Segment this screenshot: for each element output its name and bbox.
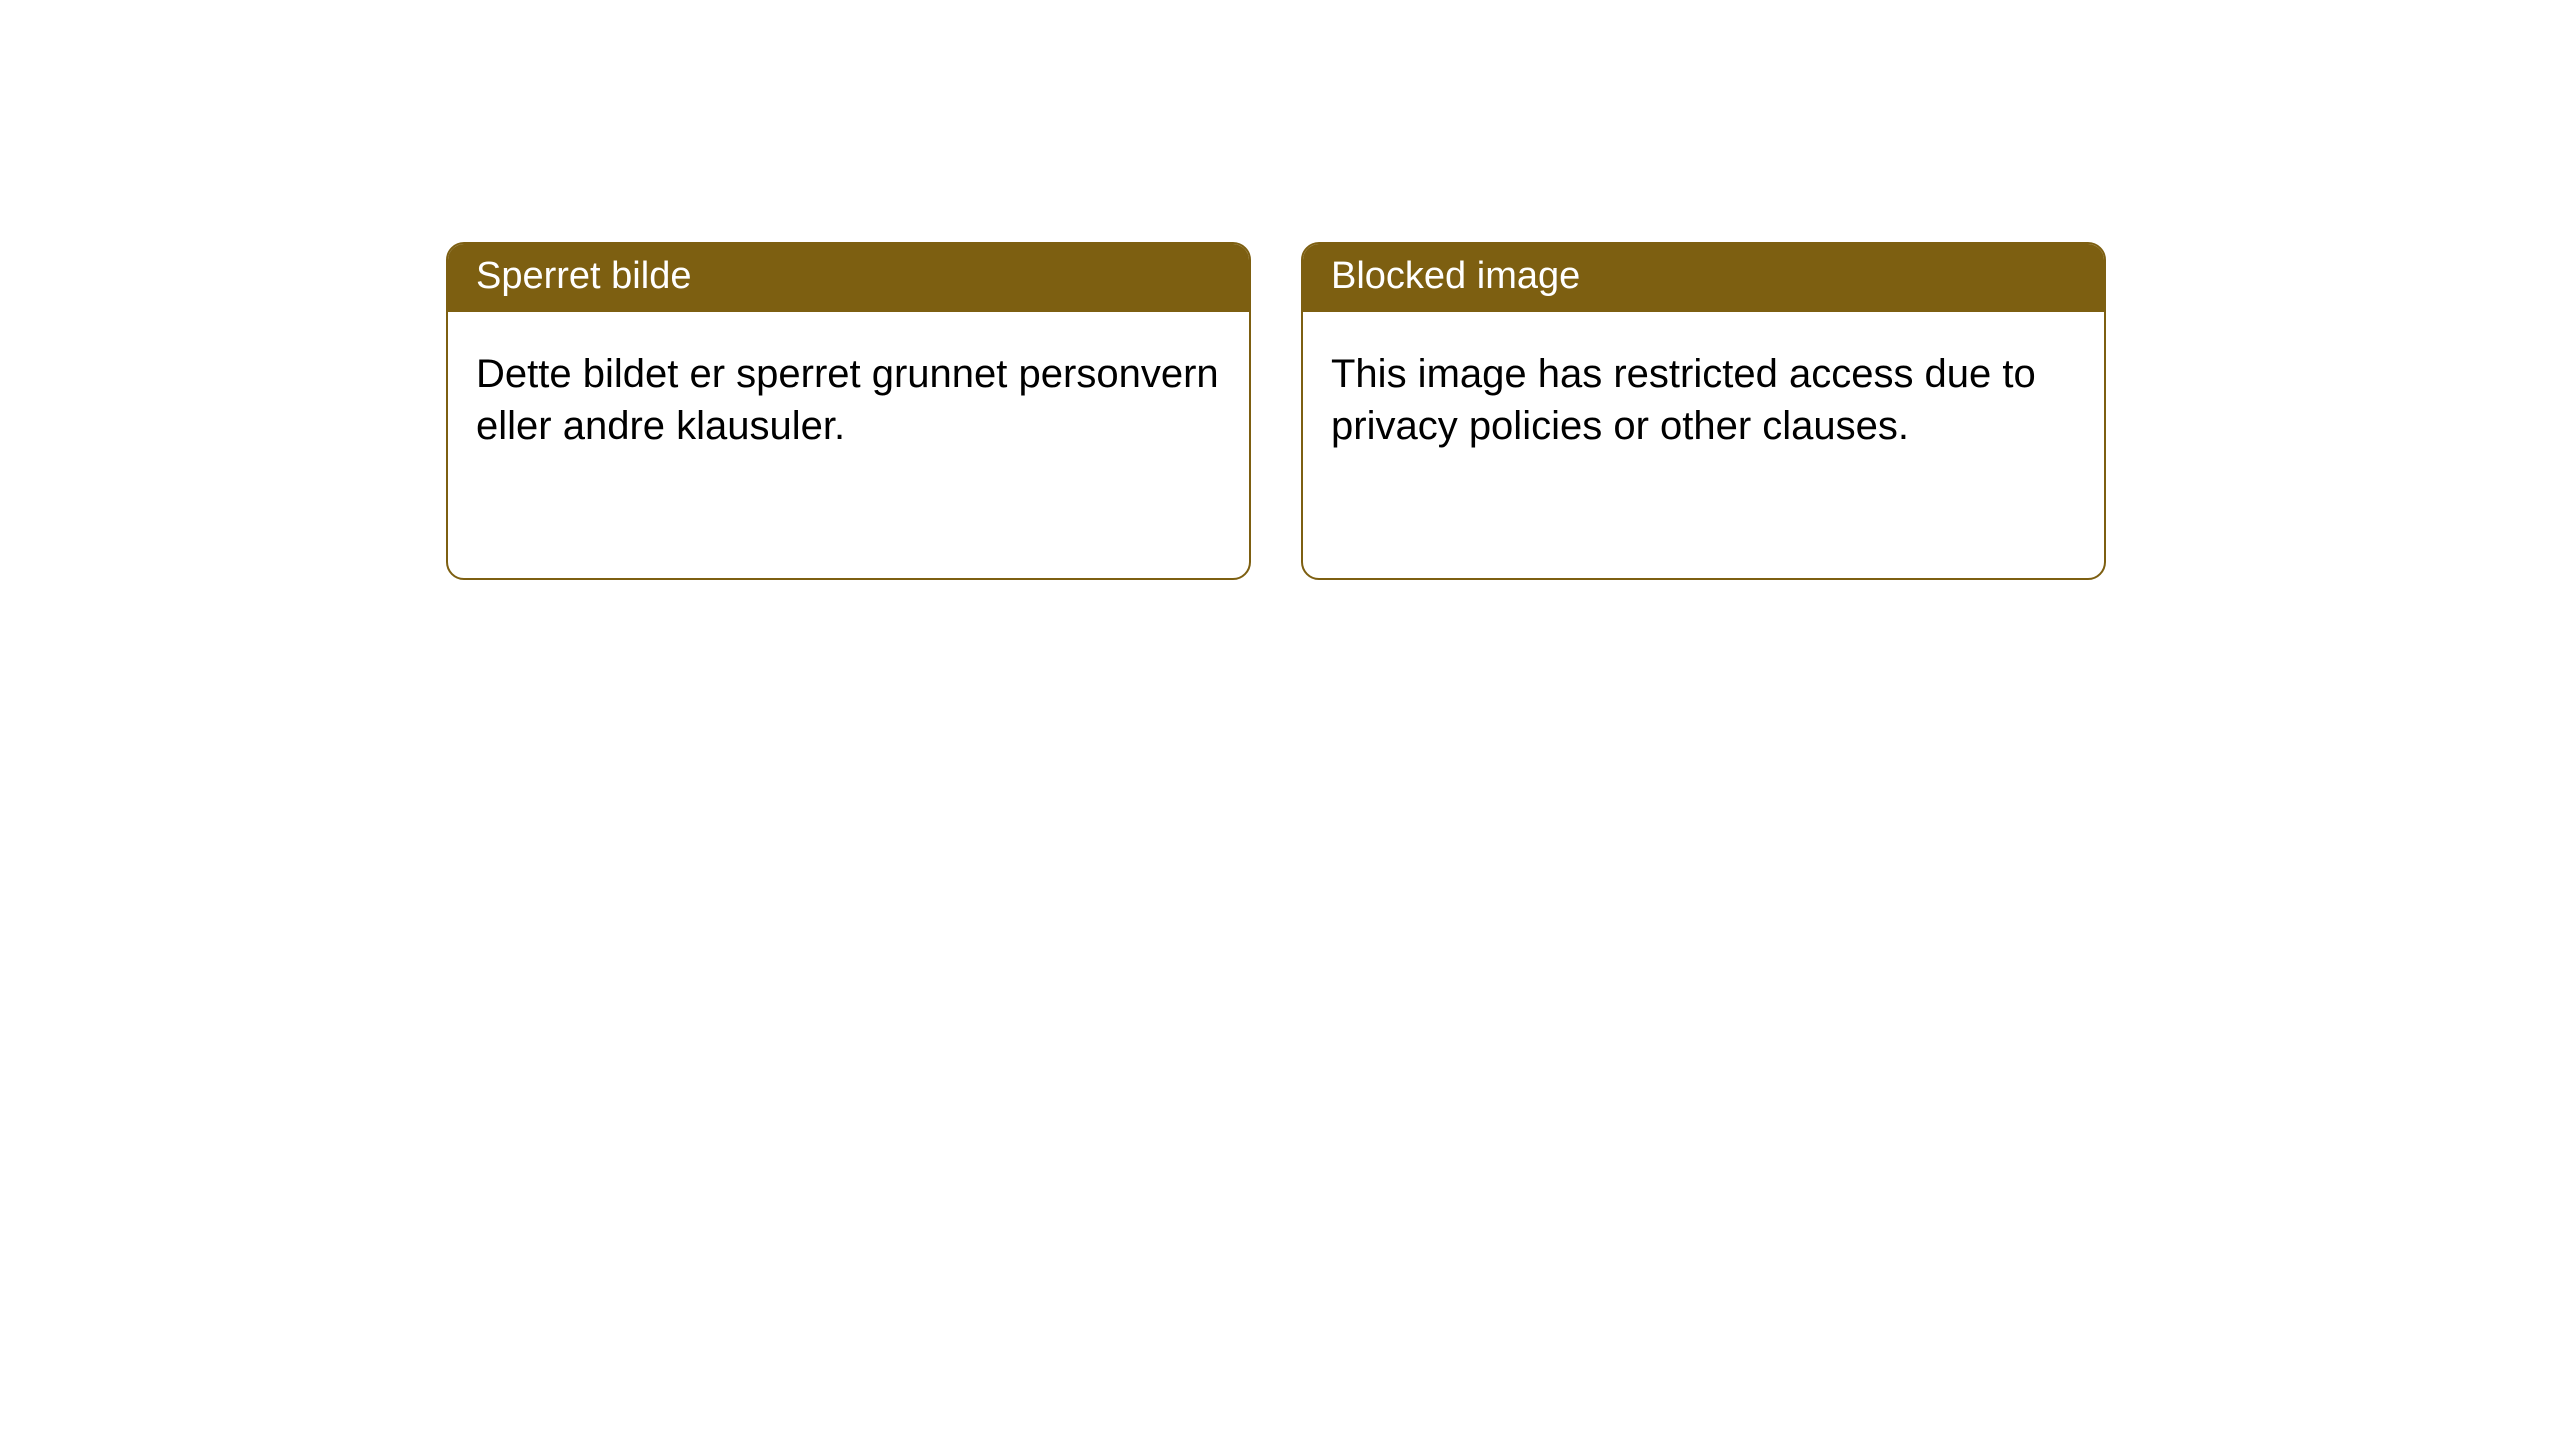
card-body-text: This image has restricted access due to …	[1331, 352, 2036, 449]
info-card-english: Blocked image This image has restricted …	[1301, 242, 2106, 580]
card-header: Blocked image	[1303, 244, 2104, 312]
card-body: This image has restricted access due to …	[1303, 312, 2104, 482]
card-header-text: Sperret bilde	[476, 255, 691, 297]
card-header-text: Blocked image	[1331, 255, 1580, 297]
card-body: Dette bildet er sperret grunnet personve…	[448, 312, 1249, 482]
card-header: Sperret bilde	[448, 244, 1249, 312]
cards-container: Sperret bilde Dette bildet er sperret gr…	[0, 0, 2560, 580]
card-body-text: Dette bildet er sperret grunnet personve…	[476, 352, 1219, 449]
info-card-norwegian: Sperret bilde Dette bildet er sperret gr…	[446, 242, 1251, 580]
